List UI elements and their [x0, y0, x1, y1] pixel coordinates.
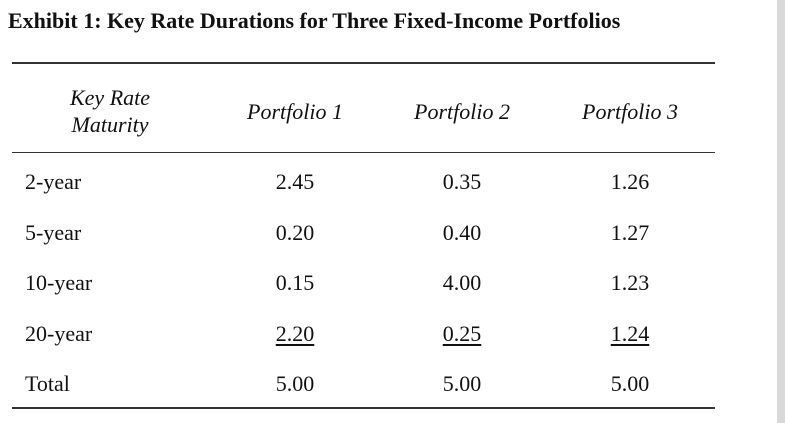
row-label: 5-year: [25, 219, 82, 245]
value-cell: 1.27: [610, 219, 650, 245]
value-cell: 0.15: [275, 270, 315, 295]
value-cell: 2.20: [275, 320, 315, 346]
bottom-rule: [12, 407, 715, 409]
value-cell: 5.00: [442, 371, 482, 396]
value-cell: 5.00: [275, 371, 315, 396]
value-cell: 1.24: [610, 320, 650, 346]
column-header: Portfolio 2: [414, 99, 510, 124]
value-cell: 1.23: [610, 270, 650, 295]
row-label: Total: [25, 371, 70, 396]
column-header: Portfolio 3: [582, 99, 678, 124]
top-rule: [12, 62, 715, 64]
edge: [777, 0, 785, 423]
value-cell: 0.20: [275, 219, 315, 245]
row-label: 10-year: [25, 270, 93, 295]
column-header: Portfolio 1: [247, 99, 343, 124]
row-label: 20-year: [25, 320, 93, 346]
value-cell: 4.00: [442, 270, 482, 295]
header-rule: [12, 152, 715, 153]
column-header: Key Rate Maturity: [69, 85, 151, 137]
value-cell: 0.35: [442, 169, 482, 194]
value-cell: 0.40: [442, 219, 482, 245]
value-cell: 2.45: [275, 169, 315, 194]
value-cell: 5.00: [610, 371, 650, 396]
exhibit-title: Exhibit 1: Key Rate Durations for Three …: [8, 8, 621, 33]
value-cell: 0.25: [442, 320, 482, 346]
row-label: 2-year: [25, 169, 82, 194]
value-cell: 1.26: [610, 169, 650, 194]
